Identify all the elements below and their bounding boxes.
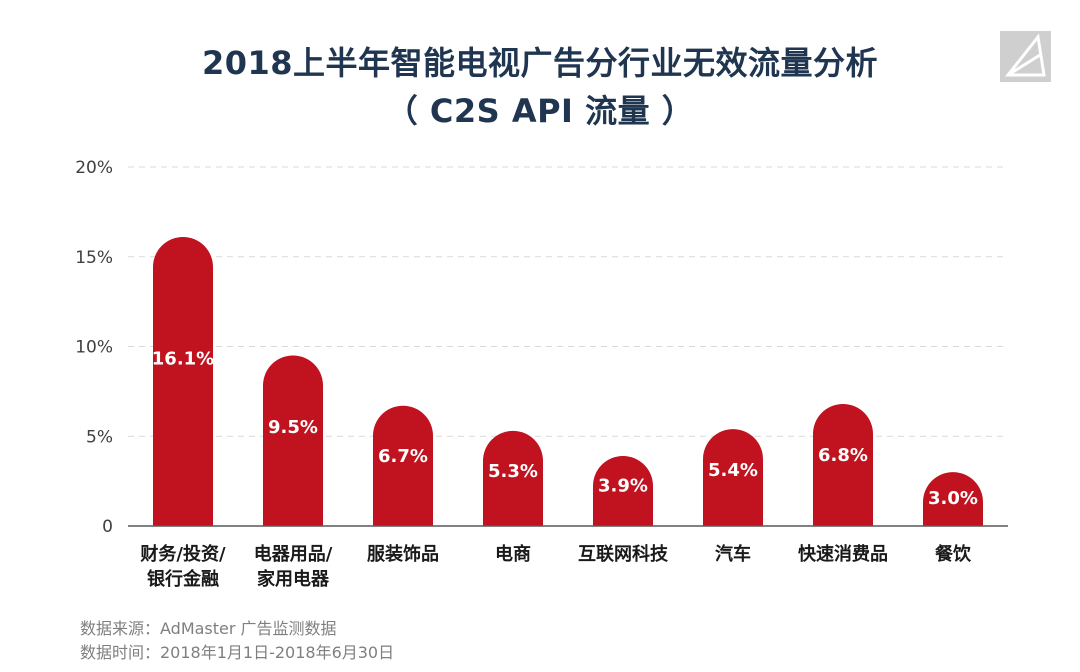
y-tick-label: 5% [86,427,113,447]
x-category-label: 互联网科技 [578,543,669,565]
x-category-label: 电商 [495,543,531,565]
bar-chart: 0 5% 10% 15% 20% 16.1% 财务/投资/银行金融 9.5% 电器用品/家用电器… [75,158,1008,590]
data-source-note: 数据来源：AdMaster 广告监测数据 [80,619,337,638]
x-category-label: 电器用品/家用电器 [254,543,333,590]
data-label: 9.5% [268,417,318,438]
y-tick-label: 10% [75,338,113,358]
bar [923,472,983,526]
y-tick-label: 15% [75,248,113,268]
chart-subtitle: （ C2S API 流量 ） [385,92,695,130]
bar [703,429,763,526]
bar [153,237,213,527]
bar [373,405,433,526]
data-label: 5.4% [708,460,758,481]
data-period-note: 数据时间：2018年1月1日-2018年6月30日 [80,643,395,662]
bar [263,355,323,526]
x-category-label: 财务/投资/银行金融 [140,543,226,590]
x-category-label: 快速消费品 [798,543,888,565]
x-category-label: 服装饰品 [367,543,439,565]
bar [483,430,543,526]
data-label: 16.1% [152,348,214,369]
x-category-label: 餐饮 [934,543,972,565]
data-label: 3.9% [598,475,648,496]
y-tick-label: 20% [75,158,113,178]
y-tick-label: 0 [102,517,113,537]
data-label: 6.7% [378,446,428,467]
data-label: 3.0% [928,488,978,509]
data-label: 6.8% [818,445,868,466]
data-label: 5.3% [488,461,538,482]
x-category-label: 汽车 [715,543,751,565]
chart-title: 2018上半年智能电视广告分行业无效流量分析 [201,44,879,82]
bar [593,455,653,526]
triangle-logo-icon [1000,31,1051,82]
bar [813,403,873,526]
